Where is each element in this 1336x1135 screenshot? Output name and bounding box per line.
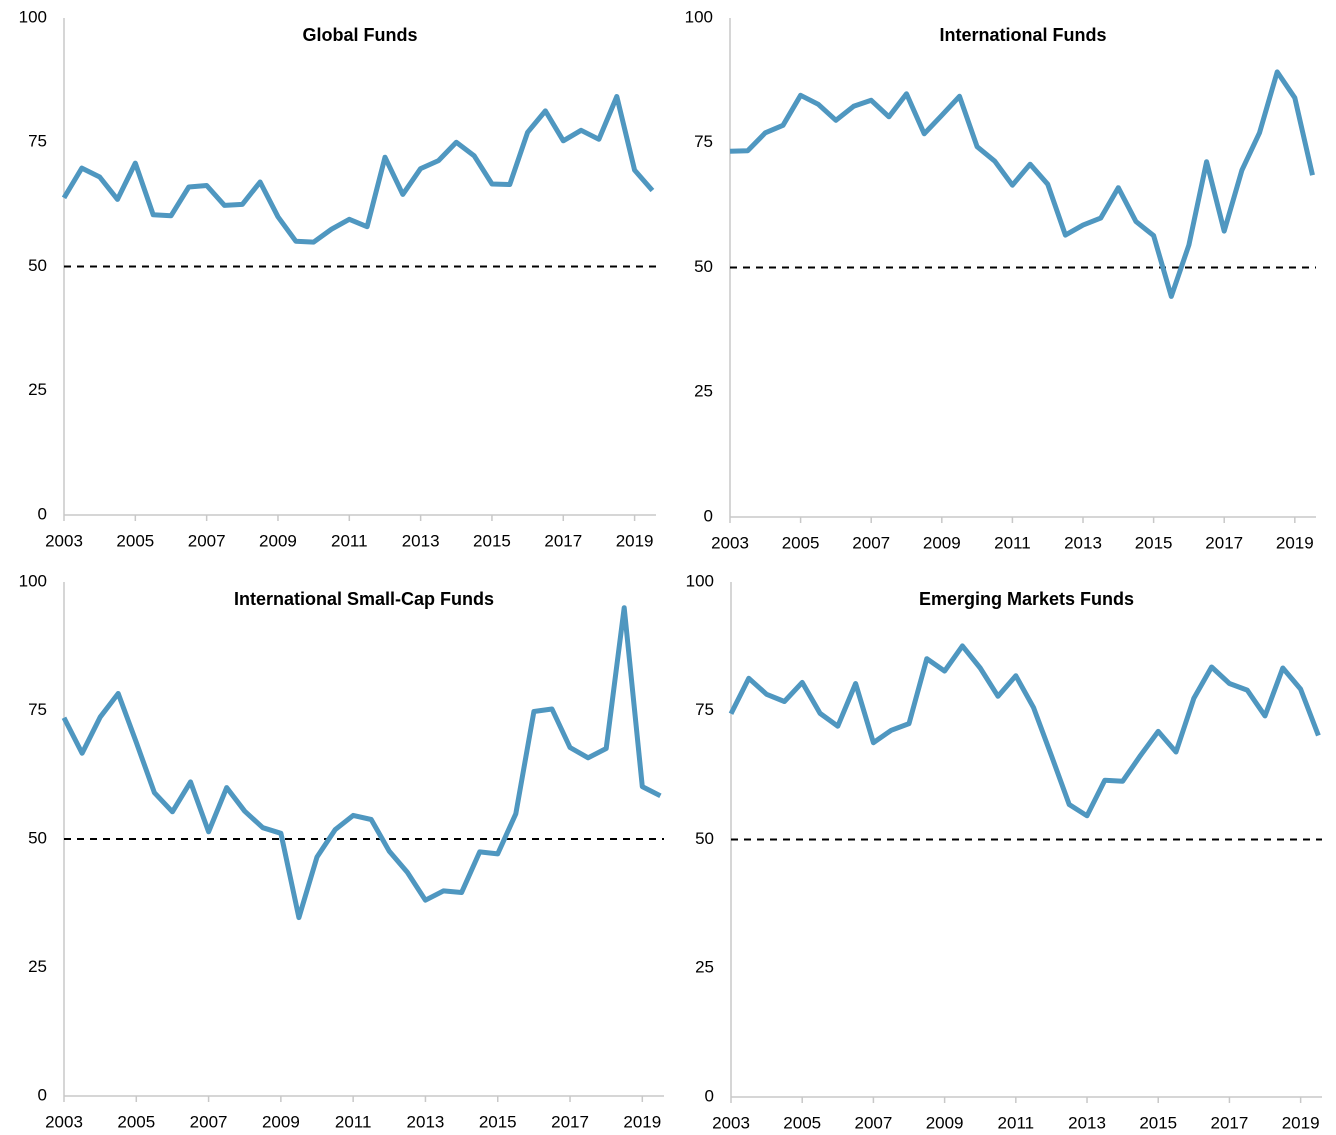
y-tick-label: 50	[28, 256, 47, 275]
y-tick-label: 0	[38, 1085, 47, 1104]
x-tick-label: 2015	[479, 1112, 517, 1131]
y-tick-label: 50	[695, 829, 714, 848]
x-tick-label: 2009	[259, 531, 297, 550]
chart-title: Global Funds	[303, 25, 418, 45]
y-tick-label: 25	[28, 380, 47, 399]
y-tick-label: 100	[685, 7, 713, 26]
x-tick-label: 2005	[782, 533, 820, 552]
x-tick-label: 2009	[262, 1112, 300, 1131]
x-tick-label: 2013	[1068, 1113, 1106, 1132]
x-tick-label: 2015	[473, 531, 511, 550]
y-tick-label: 75	[694, 132, 713, 151]
x-tick-label: 2007	[854, 1113, 892, 1132]
x-tick-label: 2017	[1205, 533, 1243, 552]
x-tick-label: 2005	[117, 1112, 155, 1131]
data-line	[729, 69, 1315, 299]
x-tick-label: 2019	[623, 1112, 661, 1131]
x-tick-label: 2019	[616, 531, 654, 550]
x-tick-label: 2007	[852, 533, 890, 552]
x-tick-label: 2013	[1064, 533, 1102, 552]
y-tick-label: 50	[694, 257, 713, 276]
y-tick-label: 25	[695, 958, 714, 977]
x-tick-label: 2011	[331, 531, 368, 550]
chart-title: International Small-Cap Funds	[234, 589, 494, 609]
chart-title: Emerging Markets Funds	[919, 589, 1134, 609]
y-tick-label: 100	[19, 7, 47, 26]
x-tick-label: 2011	[994, 533, 1031, 552]
x-tick-label: 2011	[998, 1113, 1035, 1132]
y-tick-label: 0	[705, 1086, 714, 1105]
x-tick-label: 2005	[783, 1113, 821, 1132]
y-tick-label: 0	[704, 506, 713, 525]
x-tick-label: 2017	[551, 1112, 589, 1131]
y-tick-label: 75	[28, 700, 47, 719]
chart-title: International Funds	[939, 25, 1106, 45]
x-tick-label: 2009	[926, 1113, 964, 1132]
y-tick-label: 0	[38, 504, 47, 523]
x-tick-label: 2011	[335, 1112, 372, 1131]
x-tick-label: 2019	[1276, 533, 1314, 552]
x-tick-label: 2003	[712, 1113, 750, 1132]
y-tick-label: 25	[28, 957, 47, 976]
x-tick-label: 2003	[711, 533, 749, 552]
x-tick-label: 2003	[45, 531, 83, 550]
x-tick-label: 2015	[1135, 533, 1173, 552]
data-line	[728, 643, 1321, 819]
x-tick-label: 2007	[188, 531, 226, 550]
y-tick-label: 100	[19, 571, 47, 590]
x-tick-label: 2013	[402, 531, 440, 550]
y-tick-label: 100	[686, 571, 714, 590]
x-tick-label: 2007	[190, 1112, 228, 1131]
x-tick-label: 2009	[923, 533, 961, 552]
x-tick-label: 2003	[45, 1112, 83, 1131]
y-tick-label: 75	[695, 700, 714, 719]
data-line	[61, 94, 655, 245]
data-line	[61, 605, 662, 921]
y-tick-label: 50	[28, 828, 47, 847]
x-tick-label: 2005	[116, 531, 154, 550]
x-tick-label: 2015	[1139, 1113, 1177, 1132]
x-tick-label: 2017	[544, 531, 582, 550]
y-tick-label: 75	[28, 132, 47, 151]
y-tick-label: 25	[694, 382, 713, 401]
x-tick-label: 2017	[1211, 1113, 1249, 1132]
x-tick-label: 2013	[407, 1112, 445, 1131]
x-tick-label: 2019	[1282, 1113, 1320, 1132]
